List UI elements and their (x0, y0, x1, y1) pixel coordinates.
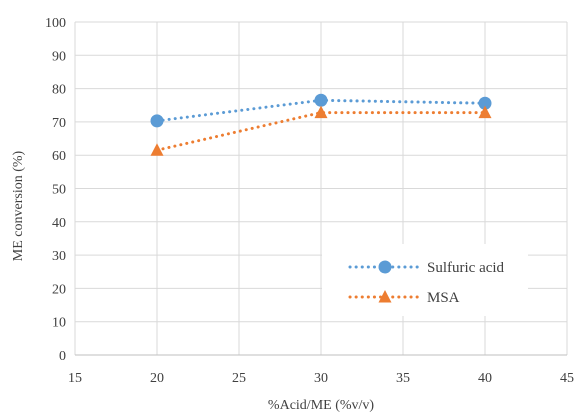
x-tick-label: 15 (68, 371, 82, 386)
series (150, 93, 492, 156)
data-point-msa (314, 105, 328, 119)
x-tick-label: 25 (232, 371, 246, 386)
y-tick-label: 30 (52, 249, 66, 264)
x-tick-label: 40 (478, 371, 492, 386)
data-point-msa (478, 105, 492, 119)
legend-label-sulfuric-acid: Sulfuric acid (427, 260, 505, 276)
y-tick-label: 80 (52, 83, 66, 98)
data-point-msa (150, 143, 164, 156)
x-tick-label: 45 (560, 371, 574, 386)
x-tick-label: 20 (150, 371, 164, 386)
x-tick-label: 35 (396, 371, 410, 386)
data-point-sulfuric-acid (314, 93, 328, 107)
legend-marker-sulfuric-acid (378, 260, 392, 274)
data-point-sulfuric-acid (478, 96, 492, 110)
data-point-sulfuric-acid (150, 114, 164, 128)
x-axis-title: %Acid/ME (%v/v) (268, 398, 374, 412)
legend-label-msa: MSA (427, 290, 460, 306)
x-tick-label: 30 (314, 371, 328, 386)
legend: Sulfuric acid MSA (322, 244, 528, 316)
y-tick-label: 10 (52, 316, 66, 331)
y-tick-label: 20 (52, 282, 66, 297)
y-tick-label: 90 (52, 49, 66, 64)
legend-marker-msa (378, 290, 392, 303)
axes: 0 10 20 30 40 50 60 70 80 90 100 15 20 25 30 35 40 45 (45, 16, 574, 386)
legend-box (322, 244, 528, 316)
y-tick-label: 40 (52, 216, 66, 231)
y-tick-label: 100 (45, 16, 66, 31)
y-tick-label: 70 (52, 116, 66, 131)
y-axis-title: ME conversion (%) (11, 150, 26, 261)
y-tick-label: 0 (59, 349, 66, 364)
y-tick-label: 50 (52, 183, 66, 198)
y-tick-label: 60 (52, 149, 66, 164)
series-line-msa (155, 111, 487, 152)
